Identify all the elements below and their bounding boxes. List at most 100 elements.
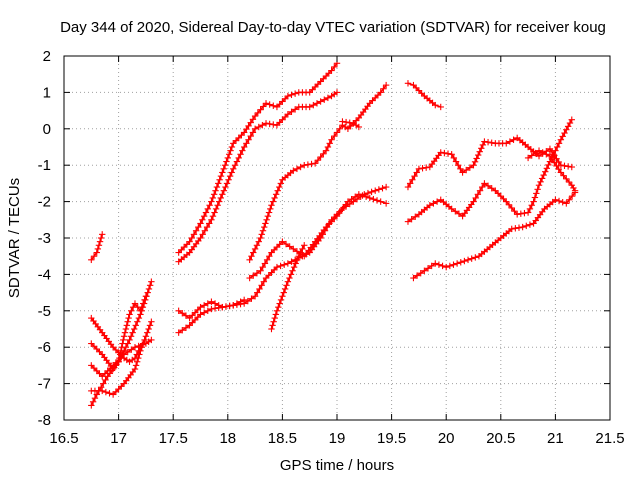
data-point — [301, 162, 308, 169]
data-point — [328, 136, 335, 143]
data-point — [286, 243, 293, 250]
data-point — [328, 67, 335, 74]
data-point — [208, 216, 215, 223]
data-point — [93, 391, 100, 398]
data-point — [212, 205, 220, 213]
data-point — [90, 364, 98, 372]
x-tick-label: 21.5 — [595, 430, 624, 447]
data-point — [413, 169, 420, 176]
data-point — [142, 293, 150, 300]
data-point — [270, 102, 277, 109]
data-point — [283, 282, 290, 289]
data-point — [546, 145, 554, 153]
data-point — [213, 183, 221, 191]
data-point — [417, 269, 424, 277]
data-point — [275, 303, 282, 311]
data-point — [279, 238, 286, 245]
data-point — [468, 255, 475, 262]
data-point — [132, 362, 140, 369]
data-point — [559, 199, 566, 206]
data-point — [118, 344, 125, 351]
data-point — [530, 198, 537, 205]
data-point — [484, 138, 492, 146]
data-point — [212, 187, 219, 194]
data-point — [372, 187, 379, 194]
series-arc-19 — [524, 147, 579, 194]
data-point — [276, 101, 283, 108]
data-point — [555, 158, 562, 166]
data-point — [476, 148, 483, 155]
data-point — [503, 140, 510, 147]
data-point — [131, 354, 139, 362]
data-point — [566, 196, 573, 203]
data-point — [222, 303, 230, 310]
data-point — [249, 116, 257, 123]
data-point — [133, 351, 140, 358]
data-point — [488, 139, 495, 146]
data-point — [288, 108, 295, 116]
data-point — [268, 202, 275, 209]
data-point — [230, 302, 237, 309]
series-arc-11 — [246, 191, 390, 282]
data-point — [175, 329, 182, 336]
data-point — [137, 307, 144, 314]
data-point — [293, 248, 301, 255]
data-point — [466, 164, 474, 171]
data-point — [220, 165, 227, 173]
data-point — [461, 257, 468, 265]
data-point — [246, 256, 253, 264]
data-point — [262, 220, 269, 227]
data-point — [142, 333, 150, 340]
data-point — [453, 260, 461, 267]
data-point — [331, 132, 338, 140]
data-point — [505, 201, 513, 208]
data-point — [472, 254, 479, 261]
data-point — [268, 269, 275, 276]
data-point — [322, 72, 330, 80]
data-point — [262, 120, 270, 127]
data-point — [124, 348, 131, 356]
data-point — [452, 158, 460, 165]
data-point — [250, 272, 257, 279]
data-point — [408, 215, 415, 223]
data-point — [428, 262, 435, 270]
data-point — [306, 89, 313, 96]
data-point — [226, 302, 233, 310]
data-point — [197, 303, 204, 311]
data-point — [463, 166, 470, 174]
data-point — [239, 147, 246, 154]
x-tick-label: 17.5 — [159, 430, 188, 447]
x-tick-label: 18 — [219, 430, 236, 447]
data-point — [216, 198, 223, 205]
data-point — [209, 212, 217, 220]
series-arc-17 — [404, 116, 575, 225]
data-point — [433, 198, 441, 205]
data-point — [186, 238, 193, 245]
data-point — [418, 90, 425, 97]
data-point — [259, 263, 266, 271]
data-point — [194, 306, 201, 314]
data-point — [146, 282, 154, 289]
data-point — [145, 325, 152, 333]
data-point — [297, 249, 304, 256]
data-point — [93, 249, 100, 256]
data-point — [306, 103, 313, 111]
series-arc-8 — [175, 296, 248, 322]
data-point — [281, 95, 289, 102]
data-point — [238, 131, 245, 139]
data-point — [203, 223, 211, 231]
data-point — [120, 336, 127, 344]
data-point — [137, 344, 144, 351]
data-point — [134, 318, 141, 325]
data-point — [333, 129, 341, 136]
data-point — [279, 98, 286, 105]
data-point — [470, 162, 477, 169]
series-arc-10 — [175, 89, 341, 265]
data-point — [260, 103, 267, 110]
data-point — [543, 151, 550, 158]
y-tick-label: -4 — [38, 266, 51, 283]
data-point — [272, 311, 280, 318]
data-point — [257, 267, 264, 274]
data-point — [180, 243, 188, 251]
data-point — [512, 225, 519, 232]
